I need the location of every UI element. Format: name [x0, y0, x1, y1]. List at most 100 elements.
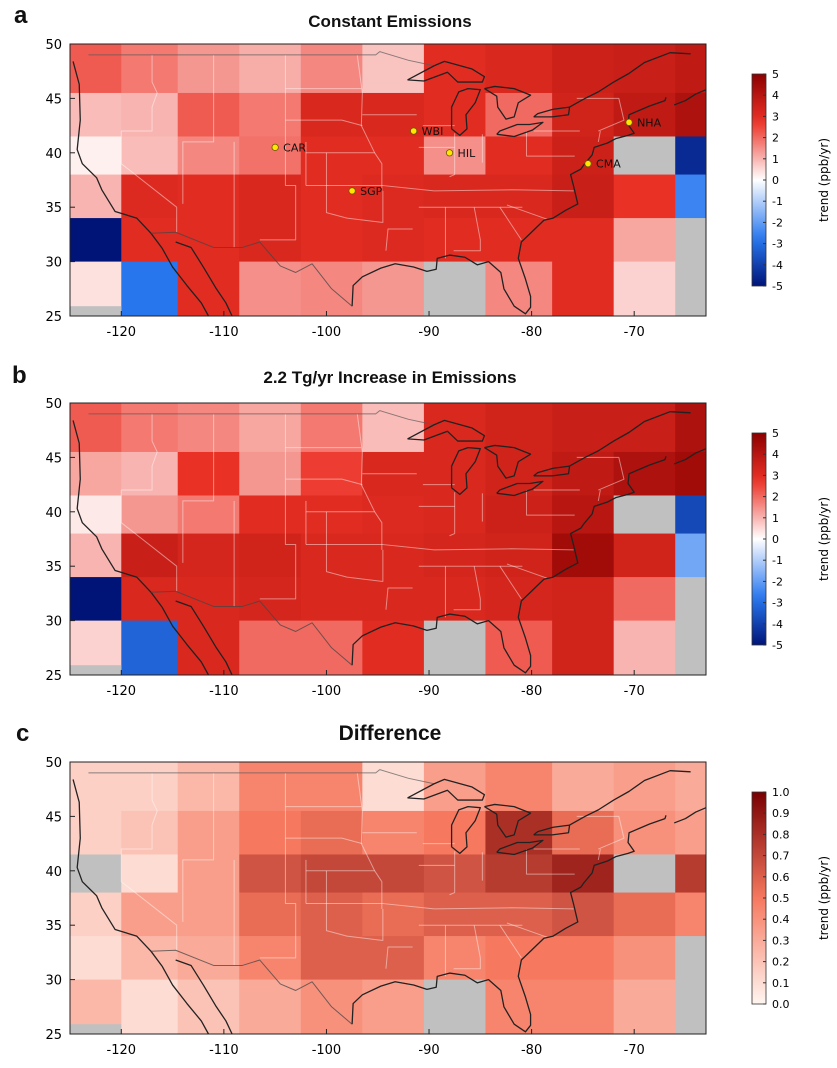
- coastline: [484, 444, 532, 479]
- state-boundary: [356, 54, 383, 191]
- colorbar-tick-label: 1: [772, 153, 779, 166]
- grid-cell: [300, 762, 363, 812]
- site-label: CMA: [596, 158, 621, 171]
- grid-cell: [675, 620, 707, 676]
- y-tick-label: 25: [45, 310, 62, 325]
- coastline: [175, 600, 233, 676]
- grid-cell: [423, 44, 486, 94]
- site-label: SGP: [360, 185, 383, 198]
- grid-cell: [362, 892, 425, 937]
- state-boundary: [453, 925, 481, 970]
- grid-cell: [70, 892, 122, 937]
- grid-cell: [239, 892, 302, 937]
- grid-cells: [70, 762, 707, 1035]
- grid-cell: [485, 533, 553, 578]
- grid-cell: [613, 261, 676, 317]
- grid-cell: [239, 261, 302, 317]
- grid-cell: [70, 854, 122, 894]
- grid-cell: [675, 533, 707, 578]
- grid-cell: [70, 218, 122, 263]
- grid-cell: [239, 174, 302, 219]
- state-boundary: [325, 870, 384, 941]
- grid-cell: [423, 577, 486, 622]
- grid-cell: [423, 936, 486, 981]
- grid-cell: [552, 403, 615, 453]
- grid-cell: [300, 92, 363, 137]
- grid-cell: [121, 495, 179, 535]
- grid-cell: [485, 762, 553, 812]
- colorbar-tick-label: -2: [772, 575, 783, 588]
- x-tick-label: -100: [312, 1043, 342, 1058]
- canada-border: [88, 51, 435, 67]
- grid-cell: [362, 261, 425, 317]
- y-tick-label: 35: [45, 560, 62, 575]
- grid-cell: [423, 854, 486, 894]
- grid-cell: [177, 854, 240, 894]
- grid-cell: [485, 620, 553, 676]
- grid-cell: [70, 44, 122, 94]
- coastline: [407, 60, 486, 83]
- grid-cell: [177, 174, 240, 219]
- y-tick-label: 40: [45, 506, 62, 521]
- grid-cell: [423, 218, 486, 263]
- grid-cell: [552, 44, 615, 94]
- grid-cell: [423, 403, 486, 453]
- state-boundary: [597, 489, 601, 502]
- state-boundary: [576, 97, 625, 132]
- grid-cell: [613, 577, 676, 622]
- y-tick-label: 50: [45, 756, 62, 771]
- grid-cell: [485, 854, 553, 894]
- grid-cell: [552, 533, 615, 578]
- state-boundary: [499, 924, 522, 959]
- grid-cell: [423, 136, 486, 176]
- x-tick-label: -80: [521, 325, 542, 340]
- site-label: WBI: [422, 125, 444, 138]
- colorbar-tick-label: 0.5: [772, 892, 790, 905]
- grid-cell: [177, 261, 240, 317]
- grid-cell: [552, 577, 615, 622]
- state-boundary: [449, 851, 456, 896]
- grid-cell: [613, 979, 676, 1035]
- site-marker: [410, 127, 418, 135]
- grid-cell: [613, 44, 676, 94]
- grid-cell: [177, 762, 240, 812]
- grid-cell: [485, 403, 553, 453]
- grid-cell: [423, 620, 486, 676]
- y-tick-label: 30: [45, 974, 62, 989]
- grid-cell: [362, 810, 425, 855]
- grid-cell: [423, 979, 486, 1035]
- grid-cell: [675, 451, 707, 496]
- colorbar-tick-label: 1.0: [772, 786, 790, 799]
- grid-cell: [423, 261, 486, 317]
- state-boundary: [385, 587, 413, 610]
- coastline: [496, 480, 544, 497]
- colorbar-tick-label: -1: [772, 554, 783, 567]
- grid-cell: [423, 892, 486, 937]
- state-boundary: [120, 413, 178, 592]
- grid-cell: [423, 762, 486, 812]
- panel-b-title: 2.2 Tg/yr Increase in Emissions: [263, 368, 517, 387]
- grid-cell: [485, 136, 553, 176]
- site-label: HIL: [458, 147, 477, 160]
- colorbar-tick-label: 0.1: [772, 977, 790, 990]
- grid-cell: [675, 92, 707, 137]
- grid-cell: [613, 218, 676, 263]
- colorbar-tick-label: 5: [772, 68, 779, 81]
- grid-cell: [362, 174, 425, 219]
- grid-cell: [70, 533, 122, 578]
- coastline: [673, 448, 707, 465]
- grid-cell: [675, 854, 707, 894]
- grid-cell: [552, 979, 615, 1035]
- colorbar-tick-label: 2: [772, 132, 779, 145]
- grid-cell: [121, 403, 179, 453]
- panel-c-title: Difference: [338, 722, 442, 745]
- grid-cell: [177, 533, 240, 578]
- state-boundary: [597, 130, 601, 143]
- grid-cell: [552, 854, 615, 894]
- grid-cell: [362, 136, 425, 176]
- grid-cell: [675, 495, 707, 535]
- grid-cell: [121, 936, 179, 981]
- coastline: [533, 465, 571, 477]
- x-tick-label: -110: [209, 684, 239, 699]
- grid-cell: [177, 136, 240, 176]
